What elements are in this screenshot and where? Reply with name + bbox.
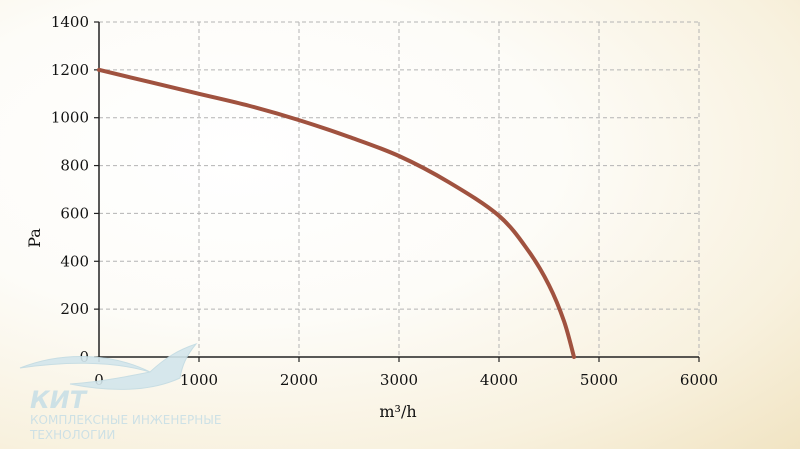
x-tick-label: 5000	[580, 371, 618, 389]
tick-labels: 0100020003000400050006000020040060080010…	[51, 13, 718, 389]
x-tick-label: 4000	[480, 371, 518, 389]
x-axis-title: m³/h	[379, 402, 416, 421]
logo-line1: КОМПЛЕКСНЫЕ ИНЖЕНЕРНЫЕ	[30, 413, 221, 427]
y-tick-label: 600	[60, 204, 89, 222]
y-tick-label: 1200	[51, 61, 89, 79]
company-logo: КИТ КОМПЛЕКСНЫЕ ИНЖЕНЕРНЫЕ ТЕХНОЛОГИИ	[19, 342, 221, 442]
series-layer	[97, 67, 576, 359]
logo-line2: ТЕХНОЛОГИИ	[29, 428, 115, 442]
logo-name: КИТ	[30, 386, 88, 414]
axis-layer	[94, 21, 700, 362]
x-tick-label: 3000	[380, 371, 418, 389]
x-tick-label: 1000	[180, 371, 218, 389]
pressure-curve	[97, 67, 576, 359]
grid-layer	[99, 21, 700, 357]
bird-logo-icon	[19, 342, 198, 390]
x-tick-label: 0	[94, 371, 104, 389]
y-tick-label: 1400	[51, 13, 89, 31]
y-tick-label: 200	[60, 300, 89, 318]
x-tick-label: 6000	[680, 371, 718, 389]
x-tick-label: 2000	[280, 371, 318, 389]
y-axis-title: Pa	[25, 228, 44, 248]
y-tick-label: 1000	[51, 109, 89, 127]
y-tick-label: 400	[60, 252, 89, 270]
y-tick-label: 800	[60, 157, 89, 175]
